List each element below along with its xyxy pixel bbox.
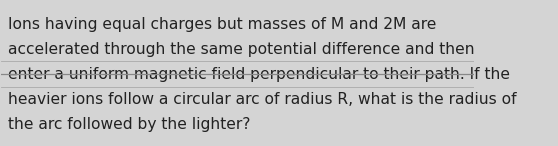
Text: Ions having equal charges but masses of M and 2M are: Ions having equal charges but masses of … — [8, 17, 437, 32]
Text: the arc followed by the lighter?: the arc followed by the lighter? — [8, 117, 251, 132]
Text: heavier ions follow a circular arc of radius R, what is the radius of: heavier ions follow a circular arc of ra… — [8, 92, 517, 107]
Text: accelerated through the same potential difference and then: accelerated through the same potential d… — [8, 42, 475, 57]
Text: enter a uniform magnetic field perpendicular to their path. If the: enter a uniform magnetic field perpendic… — [8, 67, 511, 82]
